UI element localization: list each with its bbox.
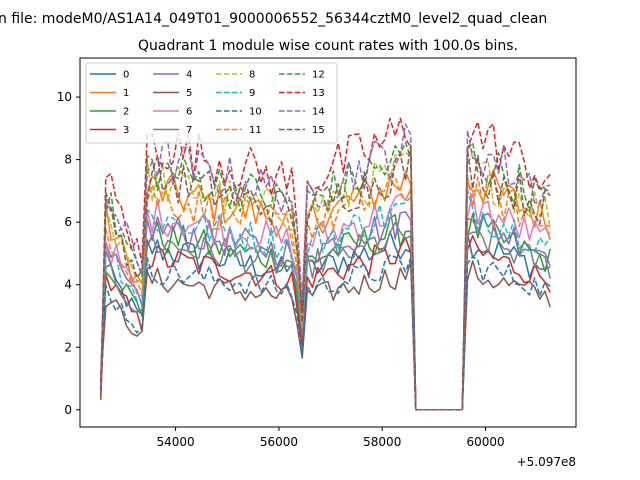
legend-label-3: 3 — [123, 125, 129, 136]
series-line-9 — [99, 189, 551, 411]
legend-label-11: 11 — [249, 125, 262, 136]
figure-suptitle: n file: modeM0/AS1A14_049T01_9000006552_… — [0, 11, 547, 27]
y-tick-label: 4 — [64, 278, 72, 292]
legend-label-15: 15 — [312, 125, 325, 136]
series-line-3 — [99, 235, 551, 411]
axes-frame — [79, 57, 577, 428]
x-tick-label: 54000 — [156, 435, 194, 449]
x-tick-label: 58000 — [363, 435, 401, 449]
series-line-1 — [99, 169, 551, 411]
legend-label-14: 14 — [312, 107, 325, 118]
series-line-15 — [99, 144, 551, 411]
legend-label-9: 9 — [249, 88, 255, 99]
axes-title: Quadrant 1 module wise count rates with … — [138, 38, 518, 54]
legend-label-12: 12 — [312, 70, 325, 81]
legend-label-6: 6 — [186, 107, 192, 118]
legend-label-10: 10 — [249, 107, 262, 118]
series-layer — [99, 117, 551, 411]
x-offset-label: +5.097e8 — [517, 455, 576, 469]
legend-frame — [85, 62, 338, 144]
y-tick-label: 6 — [64, 215, 72, 229]
series-line-6 — [99, 189, 551, 411]
series-line-14 — [99, 123, 551, 411]
legend-label-13: 13 — [312, 88, 325, 99]
series-line-11 — [99, 171, 551, 411]
legend-label-4: 4 — [186, 70, 192, 81]
legend-label-8: 8 — [249, 70, 255, 81]
series-line-10 — [99, 254, 551, 411]
series-line-12 — [99, 141, 551, 411]
series-line-0 — [99, 230, 551, 411]
legend-label-5: 5 — [186, 88, 192, 99]
series-line-8 — [99, 150, 551, 411]
legend-label-2: 2 — [123, 107, 129, 118]
y-tick-label: 0 — [64, 403, 72, 417]
x-tick-label: 60000 — [466, 435, 504, 449]
legend-label-0: 0 — [123, 70, 129, 81]
series-line-5 — [99, 260, 551, 411]
series-line-7 — [99, 217, 551, 411]
y-tick-label: 8 — [64, 153, 72, 167]
series-line-13 — [99, 117, 551, 411]
y-tick-label: 10 — [57, 90, 72, 104]
legend-label-1: 1 — [123, 88, 129, 99]
legend-label-7: 7 — [186, 125, 192, 136]
x-tick-label: 56000 — [260, 435, 298, 449]
y-axis: 0 2 4 6 8 10 — [57, 90, 80, 417]
y-tick-label: 2 — [64, 340, 72, 354]
x-axis: 54000 56000 58000 60000 — [156, 427, 505, 449]
